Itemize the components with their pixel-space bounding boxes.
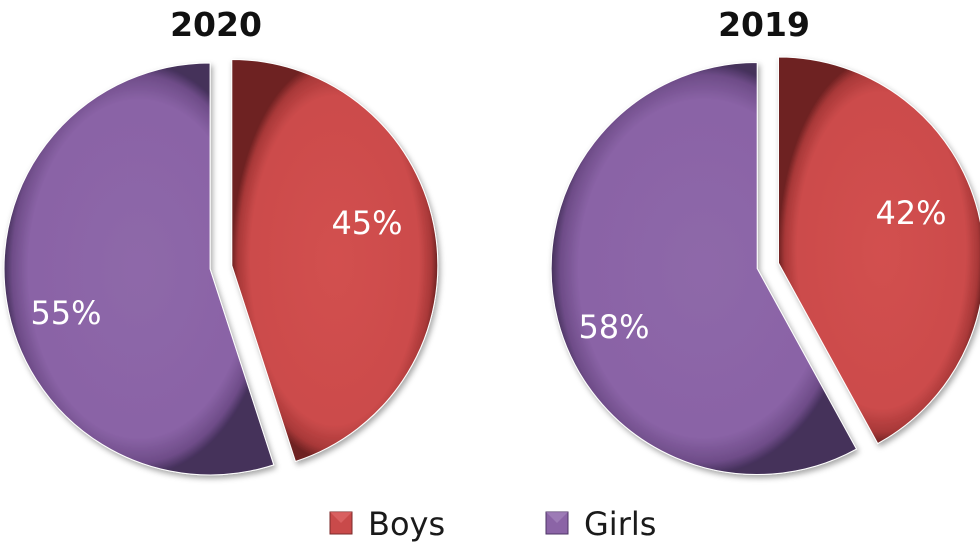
chart-title-2020: 2020 <box>170 5 262 44</box>
legend: Boys Girls <box>329 505 656 543</box>
slice-label-2020-girls: 55% <box>30 294 101 332</box>
chart-title-2019: 2019 <box>718 5 810 44</box>
pie-chart-2019: 2019 42% 58% <box>550 5 980 475</box>
pie-slice-2019-boys <box>777 56 980 445</box>
legend-swatch-highlight-girls <box>546 512 568 523</box>
legend-label-girls: Girls <box>584 505 656 543</box>
pie-chart-2020: 2020 45% 55% <box>3 5 439 476</box>
legend-item-girls: Girls <box>545 505 656 543</box>
pie-slice-2019-girls <box>550 61 858 475</box>
slice-label-2019-girls: 58% <box>578 308 649 346</box>
slice-label-2020-boys: 45% <box>331 204 402 242</box>
legend-item-boys: Boys <box>329 505 445 543</box>
pie-slice-2020-boys <box>231 58 439 463</box>
legend-label-boys: Boys <box>368 505 445 543</box>
slice-label-2019-boys: 42% <box>875 194 946 232</box>
legend-swatch-highlight-boys <box>330 512 352 523</box>
pie-slice-2020-girls <box>3 62 275 476</box>
